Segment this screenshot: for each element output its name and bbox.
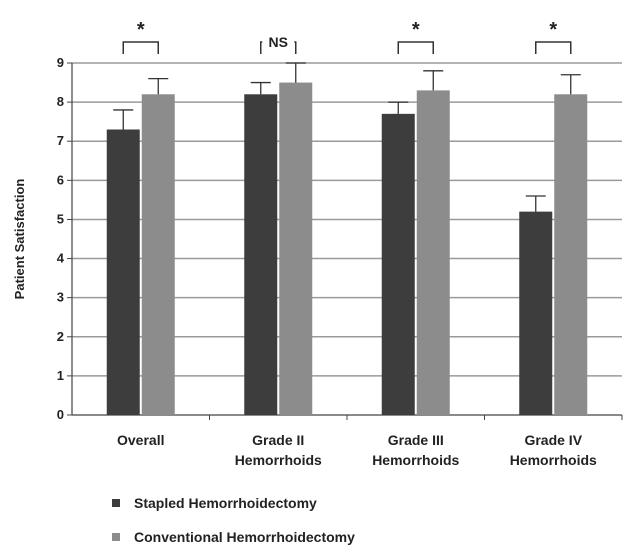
legend-label-conventional: Conventional Hemorrhoidectomy: [134, 529, 355, 545]
legend-swatch-stapled: [112, 499, 120, 507]
category-label: Hemorrhoids: [372, 452, 459, 468]
category-label: Hemorrhoids: [235, 452, 322, 468]
y-tick-label: 0: [57, 407, 64, 422]
legend-item-conventional: Conventional Hemorrhoidectomy: [112, 526, 355, 548]
y-tick-label: 3: [57, 290, 64, 305]
significance-label: *: [549, 19, 557, 41]
bar-stapled: [381, 113, 415, 415]
bar-conventional: [279, 82, 313, 416]
y-tick-label: 8: [57, 94, 64, 109]
significance-bracket: [122, 41, 159, 54]
significance-bracket: [260, 41, 263, 54]
significance-label: NS: [269, 34, 288, 50]
bar-stapled: [519, 211, 553, 415]
bar-conventional: [416, 90, 450, 415]
significance-label: *: [137, 19, 145, 41]
legend-swatch-conventional: [112, 533, 120, 541]
y-tick-label: 7: [57, 133, 64, 148]
category-label: Overall: [117, 432, 164, 448]
legend: Stapled Hemorrhoidectomy Conventional He…: [112, 492, 355, 560]
bar-conventional: [141, 94, 175, 416]
significance-label: *: [412, 19, 420, 41]
bar-stapled: [106, 129, 140, 415]
legend-label-stapled: Stapled Hemorrhoidectomy: [134, 495, 317, 511]
y-tick-label: 9: [57, 55, 64, 70]
bar-conventional: [554, 94, 588, 416]
legend-item-stapled: Stapled Hemorrhoidectomy: [112, 492, 355, 514]
category-label: Grade IV: [524, 432, 582, 448]
y-tick-label: 2: [57, 329, 64, 344]
significance-bracket: [397, 41, 434, 54]
category-label: Hemorrhoids: [510, 452, 597, 468]
category-label: Grade III: [388, 432, 444, 448]
y-tick-label: 6: [57, 172, 64, 187]
y-axis-label: Patient Satisfaction: [12, 179, 27, 300]
significance-bracket: [294, 41, 297, 54]
y-tick-label: 1: [57, 368, 64, 383]
y-tick-label: 5: [57, 211, 64, 226]
significance-bracket: [535, 41, 572, 54]
y-tick-label: 4: [57, 251, 65, 266]
bar-stapled: [244, 94, 278, 416]
category-label: Grade II: [252, 432, 304, 448]
